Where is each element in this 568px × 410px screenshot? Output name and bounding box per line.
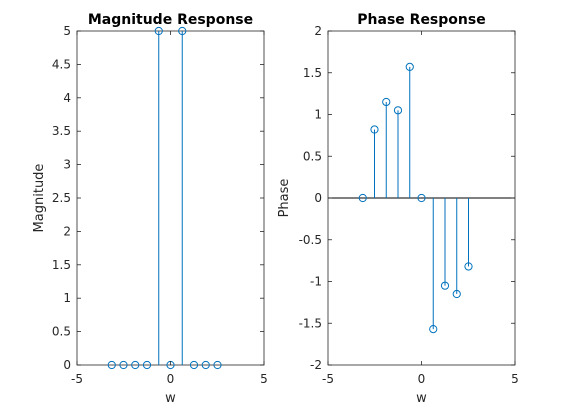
phase-ytick-label: 2 (314, 24, 322, 38)
phase-stem-marker (429, 324, 438, 334)
phase-stem-marker (452, 289, 461, 299)
magnitude-ytick-label: 3.5 (52, 124, 71, 138)
magnitude-stem-marker (131, 360, 140, 370)
phase-stem-marker (393, 106, 403, 115)
phase-ytick-label: 0.5 (303, 149, 322, 163)
magnitude-ytick-label: 4 (63, 91, 71, 105)
phase-stem-marker (358, 193, 367, 203)
phase-ytick-label: 1.5 (303, 66, 322, 80)
phase-xtick-label: -5 (322, 372, 334, 386)
magnitude-stem-marker (178, 26, 187, 36)
magnitude-ytick-label: 1.5 (52, 258, 71, 272)
phase-response-axes: -5 0 5 -2 -1.5 -1 -0.5 0 0.5 1 1.5 2 Phase Response… (277, 12, 519, 406)
magnitude-xtick-label: 0 (167, 372, 175, 386)
magnitude-ytick-label: 5 (63, 24, 71, 38)
phase-ylabel: Phase (277, 179, 292, 218)
magnitude-title: Magnitude Response (88, 12, 253, 28)
magnitude-ytick-label: 3 (63, 158, 71, 172)
magnitude-xtick-label: -5 (71, 372, 83, 386)
phase-xtick-label: 0 (418, 372, 426, 386)
magnitude-ytick-label: 0.5 (52, 325, 71, 339)
phase-ytick-label: -0.5 (299, 233, 322, 247)
magnitude-stem-marker (142, 360, 152, 370)
magnitude-xlabel: w (165, 391, 176, 406)
phase-stems (328, 62, 515, 334)
magnitude-ytick-label: 4.5 (52, 57, 71, 71)
phase-title: Phase Response (357, 12, 485, 28)
phase-ticks: -5 0 5 -2 -1.5 -1 -0.5 0 0.5 1 1.5 2 (299, 24, 519, 386)
phase-stem-marker (382, 97, 391, 107)
phase-ytick-label: -1 (310, 275, 322, 289)
magnitude-stem-marker (119, 360, 128, 370)
magnitude-ytick-label: 2.5 (52, 191, 71, 205)
magnitude-stem-marker (154, 26, 163, 36)
phase-xlabel: w (416, 391, 427, 406)
phase-ytick-label: 0 (314, 191, 322, 205)
phase-stem-marker (370, 125, 379, 134)
magnitude-stem-marker (107, 360, 116, 370)
magnitude-response-axes: -5 0 500.511.522.533.544.55 Magnitude Resp… (32, 12, 268, 406)
phase-xtick-label: 5 (511, 372, 519, 386)
magnitude-ylabel: Magnitude (32, 164, 47, 233)
magnitude-plot-frame (76, 30, 265, 366)
magnitude-stems (107, 26, 222, 370)
magnitude-ticks: -5 0 500.511.522.533.544.55 (52, 24, 268, 386)
phase-stem-marker (440, 281, 450, 290)
phase-ytick-label: 1 (314, 108, 322, 122)
phase-stem-marker (464, 262, 473, 271)
magnitude-ytick-label: 1 (63, 291, 71, 305)
phase-ytick-label: -2 (310, 358, 322, 372)
phase-stem-marker (417, 193, 426, 203)
magnitude-ytick-label: 0 (63, 358, 71, 372)
magnitude-ytick-label: 2 (63, 224, 71, 238)
phase-ytick-label: -1.5 (299, 316, 322, 330)
magnitude-stem-marker (189, 360, 199, 370)
phase-stem-marker (405, 62, 414, 72)
magnitude-stem-marker (213, 360, 222, 370)
magnitude-xtick-label: 5 (260, 372, 268, 386)
magnitude-stem-marker (201, 360, 210, 370)
